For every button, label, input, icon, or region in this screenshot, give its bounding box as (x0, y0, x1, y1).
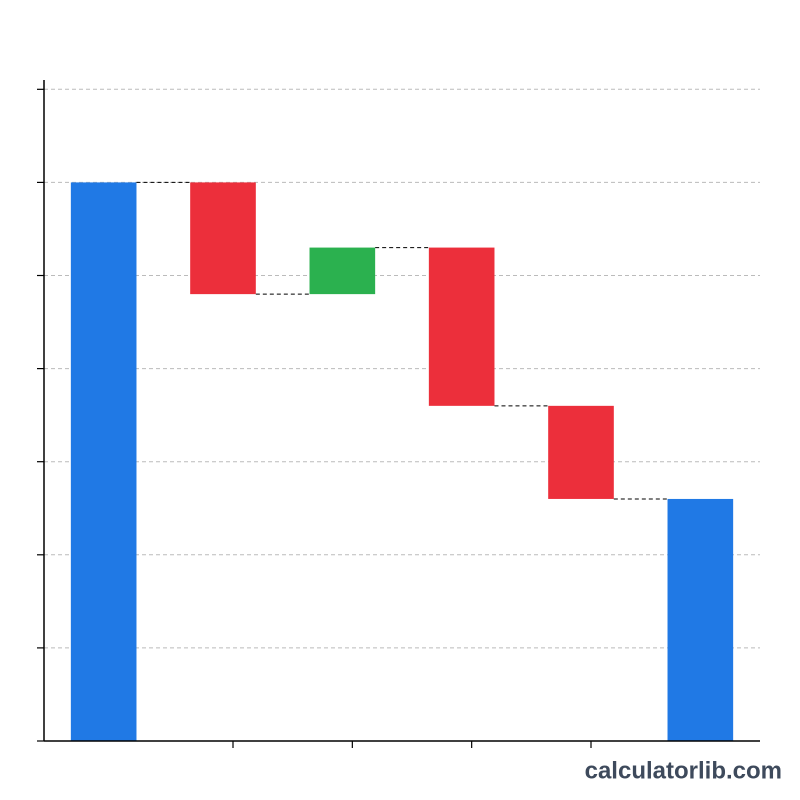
watermark: calculatorlib.com (585, 757, 782, 784)
bar (548, 405, 614, 499)
bar (190, 182, 256, 295)
bar (309, 247, 376, 295)
bar (70, 182, 137, 741)
bar (428, 247, 495, 406)
bar (667, 498, 734, 741)
